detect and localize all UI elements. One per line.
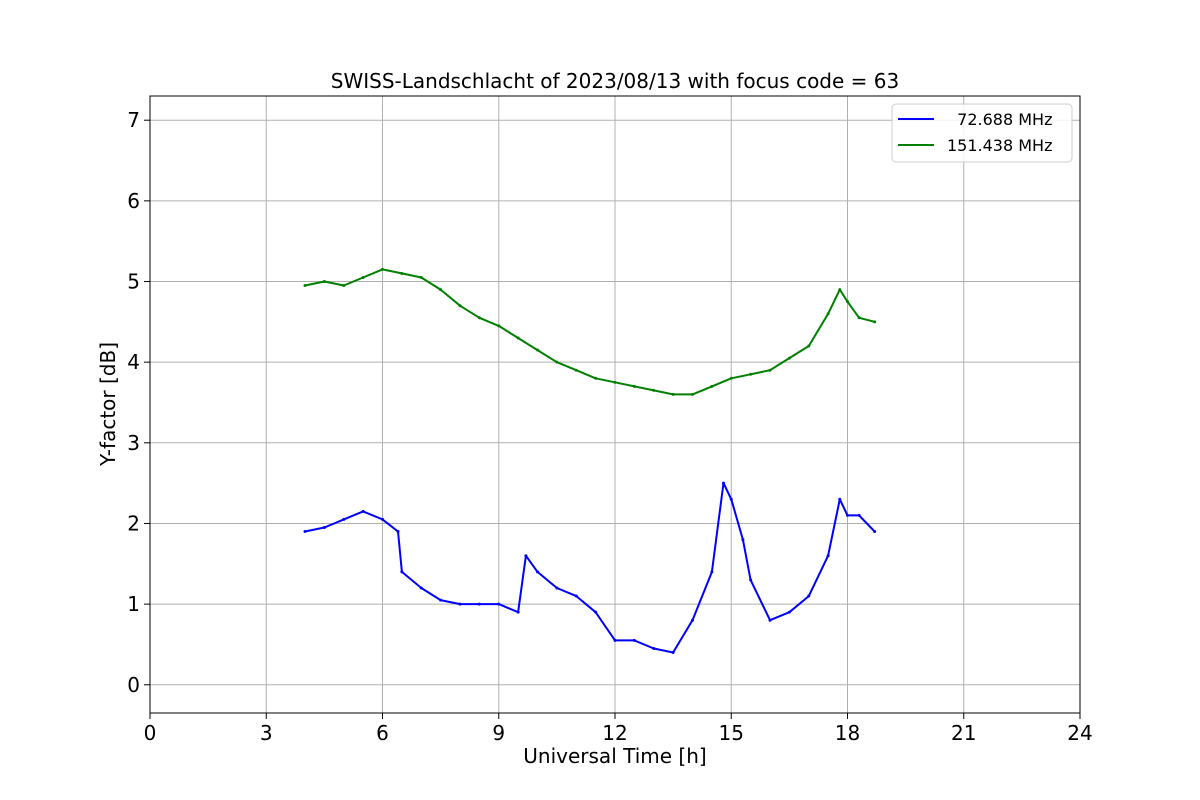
x-axis-label: Universal Time [h] <box>523 744 706 768</box>
series-0-point <box>787 610 791 614</box>
series-1-point <box>846 300 849 304</box>
series-0-point <box>846 513 849 517</box>
series-1-point <box>477 316 481 320</box>
series-0-point <box>361 509 365 513</box>
series-1-point <box>710 384 714 388</box>
series-0-point <box>458 602 462 606</box>
y-tick-label: 1 <box>127 592 140 616</box>
x-tick-label: 0 <box>144 721 157 745</box>
x-tick-label: 3 <box>260 721 273 745</box>
series-1-point <box>768 368 772 372</box>
series-1-point <box>807 344 811 348</box>
series-0-point <box>381 517 384 521</box>
x-tick-label: 21 <box>951 721 976 745</box>
grid-lines <box>149 96 1081 713</box>
series-0-point <box>536 570 539 574</box>
series-1-point <box>497 324 501 328</box>
series-1-point <box>555 360 559 364</box>
series-1-point <box>826 312 830 316</box>
series-1-point <box>632 384 636 388</box>
series-0-point <box>691 618 694 622</box>
series-0-point <box>303 530 307 534</box>
series-1-point <box>613 380 617 384</box>
series-0-point <box>574 594 578 598</box>
series-1-point <box>691 392 694 396</box>
series-line-0 <box>304 482 876 654</box>
series-0-point <box>722 481 725 485</box>
series-1-point <box>838 288 842 292</box>
series-1-point <box>400 271 404 275</box>
series-1-point <box>671 392 675 396</box>
x-tick-label: 12 <box>602 721 627 745</box>
x-tick-label: 18 <box>835 721 860 745</box>
series-1-point <box>419 275 423 279</box>
series-1-point <box>574 368 578 372</box>
series-0-point <box>400 570 404 574</box>
series-1-point <box>749 372 753 376</box>
series-1-point <box>787 356 791 360</box>
series-1-point <box>458 304 462 308</box>
series-0-point <box>857 513 861 517</box>
y-tick-label: 6 <box>127 189 140 213</box>
y-tick-label: 2 <box>127 511 140 535</box>
series-0-point <box>838 497 842 501</box>
series-0-point <box>873 530 877 534</box>
series-0-point <box>524 554 528 558</box>
series-1-point <box>322 280 326 284</box>
series-1-point <box>439 288 443 292</box>
series-0-point <box>710 570 714 574</box>
series-0-point <box>729 497 733 501</box>
series-1-point <box>536 348 539 352</box>
legend-box <box>891 103 1073 163</box>
legend: 72.688 MHz 151.438 MHz <box>891 103 1073 163</box>
y-axis-label: Y-factor [dB] <box>96 342 120 467</box>
series-1-point <box>652 388 656 392</box>
series-line-1 <box>304 268 875 396</box>
y-tick-label: 7 <box>127 108 140 132</box>
series-0-point <box>555 586 559 590</box>
series-0-point <box>741 538 745 542</box>
x-tick-label: 6 <box>376 721 389 745</box>
series-0-point <box>768 618 772 622</box>
series-1-point <box>516 336 520 340</box>
x-tick-label: 9 <box>492 721 505 745</box>
series-0-point <box>652 646 656 650</box>
series-0-point <box>632 638 636 642</box>
y-tick-label: 3 <box>127 431 140 455</box>
series-0-point <box>439 598 443 602</box>
y-tick-label: 4 <box>127 350 140 374</box>
series-1-point <box>361 275 365 279</box>
series-0-point <box>613 638 617 642</box>
series-0-point <box>322 525 326 529</box>
series-layer <box>303 267 877 655</box>
series-1-point <box>857 316 861 320</box>
legend-label-72mhz: 72.688 MHz <box>947 110 1052 129</box>
series-0-point <box>342 517 346 521</box>
series-1-point <box>381 267 384 271</box>
chart-title: SWISS-Landschlacht of 2023/08/13 with fo… <box>331 69 899 93</box>
series-0-point <box>419 586 423 590</box>
series-1-point <box>342 284 346 288</box>
series-1-point <box>873 320 877 324</box>
series-0-point <box>477 602 481 606</box>
series-1-point <box>594 376 598 380</box>
x-tick-label: 15 <box>719 721 744 745</box>
series-0-point <box>497 602 501 606</box>
x-tick-label: 24 <box>1067 721 1092 745</box>
series-0-point <box>826 554 830 558</box>
legend-label-151mhz: 151.438 MHz <box>947 136 1052 155</box>
series-0-point <box>671 651 675 655</box>
y-tick-label: 5 <box>127 270 140 294</box>
series-0-point <box>749 578 753 582</box>
y-tick-label: 0 <box>127 673 140 697</box>
series-0-point <box>516 610 520 614</box>
series-0-point <box>594 610 598 614</box>
series-1-point <box>729 376 733 380</box>
series-0-point <box>396 530 400 534</box>
series-1-point <box>303 284 307 288</box>
series-0-point <box>807 594 811 598</box>
